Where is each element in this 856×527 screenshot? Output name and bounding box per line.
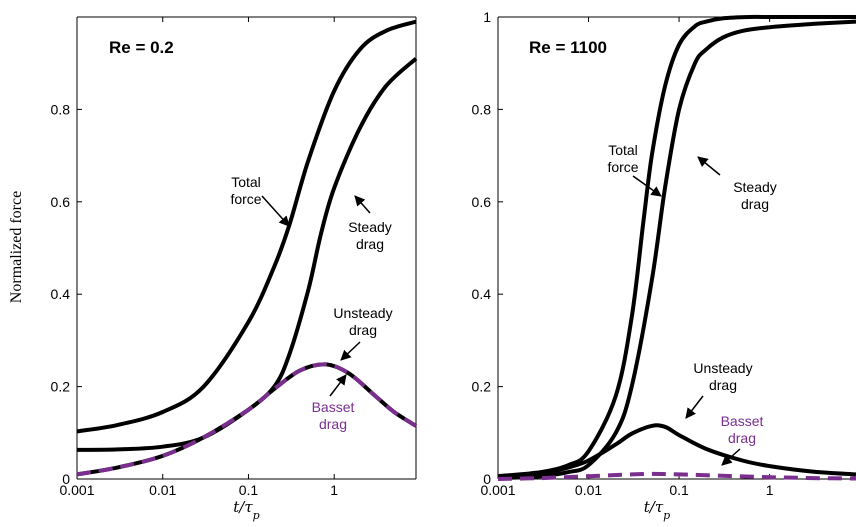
y-tick-label: 0: [62, 471, 70, 487]
annotation-label: Basset drag: [312, 399, 355, 432]
x-tick-label: 0.01: [149, 482, 176, 498]
annotation-label: Steady drag: [348, 219, 392, 252]
annotation-arrow: [329, 374, 347, 397]
y-tick-label: 0.6: [51, 194, 71, 210]
annotation-label: Unsteady drag: [693, 360, 752, 393]
x-tick-label: 0.1: [239, 482, 259, 498]
annotation-label: Total force: [607, 142, 638, 175]
x-tick-label: 0.01: [575, 482, 602, 498]
x-axis-label: t/τp: [233, 498, 259, 522]
y-tick-label: 0: [483, 471, 491, 487]
annotation-label: Total force: [230, 174, 261, 207]
annotation-label: Unsteady drag: [333, 305, 392, 338]
annotation-label: Basset drag: [721, 413, 764, 446]
y-tick-label: 0.8: [472, 101, 492, 117]
annotation-arrow: [632, 175, 662, 197]
y-tick-label: 0.8: [51, 101, 71, 117]
series-line-total: [76, 19, 417, 434]
panel-left: 0.001 0.01 0.1 1 0 0.2 0.4 0.6 0.8 t/τp Re = 0.2 To…: [51, 16, 418, 522]
annotation-arrow: [721, 448, 741, 466]
annotation-arrow: [685, 395, 704, 419]
series-line-unsteady: [497, 423, 856, 479]
x-tick-label: 1: [766, 482, 774, 498]
series-line-basset: [76, 362, 418, 477]
annotation-arrow: [261, 195, 290, 227]
y-axis-label: Normalized force: [8, 191, 25, 303]
x-tick-label: 1: [330, 482, 338, 498]
series-line-steady: [497, 19, 856, 481]
panel-reynolds-label: Re = 0.2: [109, 38, 174, 57]
y-tick-label: 0.2: [472, 379, 492, 395]
x-tick-label: 0.001: [59, 482, 94, 498]
y-tick-label: 1: [483, 9, 491, 25]
annotation-arrow: [340, 341, 361, 361]
panel-reynolds-label: Re = 1100: [529, 38, 607, 57]
series-line-steady: [76, 57, 418, 452]
series-line-unsteady: [76, 362, 418, 477]
y-tick-label: 0.2: [51, 379, 71, 395]
annotation-label: Steady drag: [733, 179, 777, 212]
x-tick-label: 0.001: [480, 482, 515, 498]
y-tick-label: 0.4: [472, 286, 492, 302]
panel-right: 0.001 0.01 0.1 1 0 0.2 0.4 0.6 0.8 1 t/τp Re = 1100…: [472, 9, 856, 522]
y-tick-label: 0.4: [51, 286, 71, 302]
series-line-total: [497, 14, 856, 479]
x-tick-label: 0.1: [669, 482, 689, 498]
annotation-arrow: [354, 195, 371, 214]
x-axis-label: t/τp: [644, 498, 670, 522]
y-tick-label: 0.6: [472, 194, 492, 210]
annotation-arrow: [697, 156, 721, 176]
series-line-basset: [497, 471, 856, 481]
